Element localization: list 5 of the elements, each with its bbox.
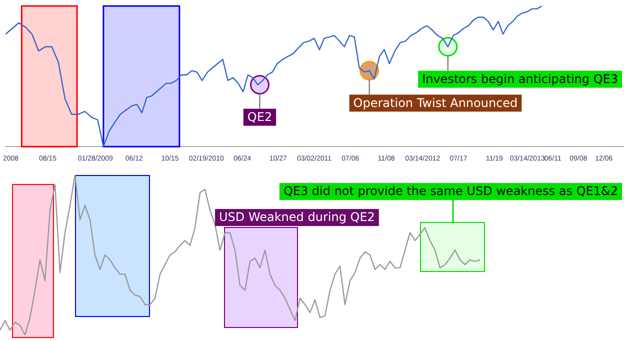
annotation: Investors begin anticipating QE3 — [422, 72, 618, 86]
annotation: QE2 — [247, 110, 272, 124]
annotation: USD Weakned during QE2 — [219, 210, 375, 224]
annotation: Operation Twist Announced — [353, 96, 518, 110]
annotation: QE3 did not provide the same USD weakness as QE1&2 — [283, 184, 618, 198]
